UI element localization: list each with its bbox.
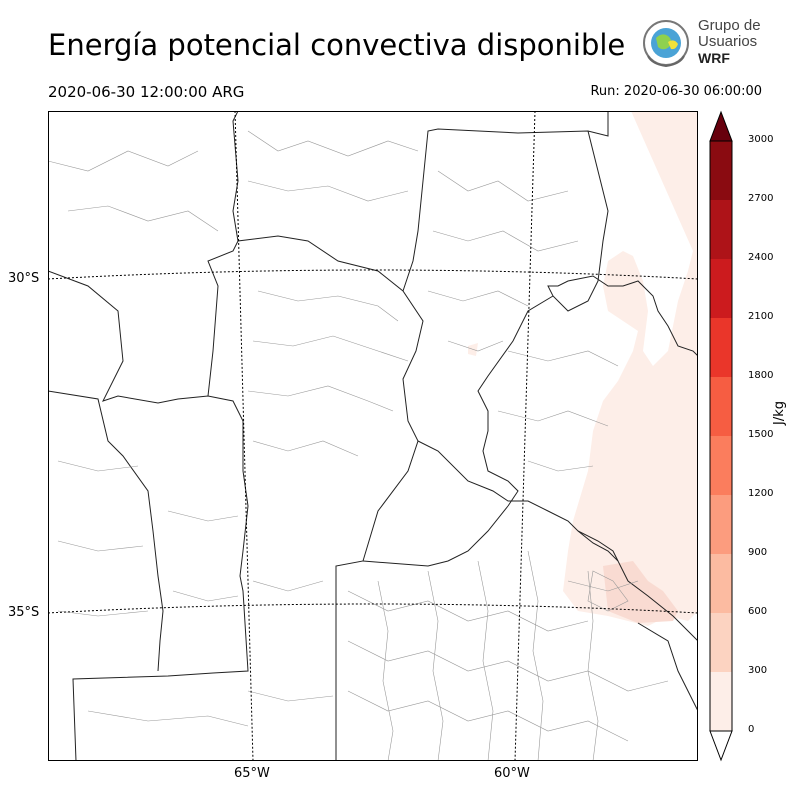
run-time: Run: 2020-06-30 06:00:00 — [590, 84, 762, 99]
department-borders — [48, 130, 669, 761]
colorbar-extend-max — [709, 110, 733, 142]
colorbar-units: J/kg — [772, 401, 787, 425]
lat-line-35s — [48, 603, 698, 614]
colorbar-tick-label: 2700 — [748, 193, 774, 204]
colorbar-bin-1 — [710, 613, 732, 672]
colorbar-tick-label: 2100 — [748, 311, 774, 322]
logo-line-2: Usuarios — [698, 33, 758, 50]
colorbar-tick-label: 1800 — [748, 370, 774, 381]
lon-line-60w — [514, 111, 536, 761]
colorbar-frame — [709, 140, 733, 732]
valid-time: 2020-06-30 12:00:00 ARG — [48, 83, 245, 101]
colorbar-extend-min — [709, 730, 733, 762]
colorbar-bin-6 — [710, 318, 732, 377]
map-frame — [48, 111, 698, 761]
lon-label-60w: 60°W — [494, 766, 530, 781]
graticule — [48, 111, 698, 761]
colorbar-bin-2 — [710, 554, 732, 613]
colorbar-tick-label: 300 — [748, 665, 768, 676]
colorbar-tick-label: 1200 — [748, 488, 774, 499]
province-borders — [48, 111, 698, 761]
colorbar-bin-0 — [710, 672, 732, 731]
globe-logo-icon — [643, 20, 689, 68]
cape-shading — [468, 111, 698, 626]
lat-line-30s — [48, 269, 698, 280]
colorbar-bin-3 — [710, 495, 732, 554]
logo-line-1: Grupo de — [698, 17, 761, 34]
logo-line-3: WRF — [698, 50, 730, 66]
lat-label-30s: 30°S — [8, 271, 40, 286]
cape-map — [48, 111, 698, 761]
colorbar-tick-label: 1500 — [748, 429, 774, 440]
map-title: Energía potencial convectiva disponible — [48, 28, 626, 62]
colorbar-tick-label: 3000 — [748, 134, 774, 145]
colorbar — [709, 110, 733, 762]
colorbar-tick-label: 600 — [748, 606, 768, 617]
colorbar-tick-label: 0 — [748, 724, 755, 735]
wrf-users-logo: Grupo de Usuarios WRF — [638, 16, 788, 72]
colorbar-tick-label: 2400 — [748, 252, 774, 263]
lon-line-65w — [234, 111, 254, 761]
colorbar-bin-5 — [710, 377, 732, 436]
colorbar-bin-9 — [710, 141, 732, 200]
colorbar-bin-7 — [710, 259, 732, 318]
lat-label-35s: 35°S — [8, 605, 40, 620]
colorbar-tick-label: 900 — [748, 547, 768, 558]
colorbar-bin-4 — [710, 436, 732, 495]
colorbar-bin-8 — [710, 200, 732, 259]
lon-label-65w: 65°W — [234, 766, 270, 781]
